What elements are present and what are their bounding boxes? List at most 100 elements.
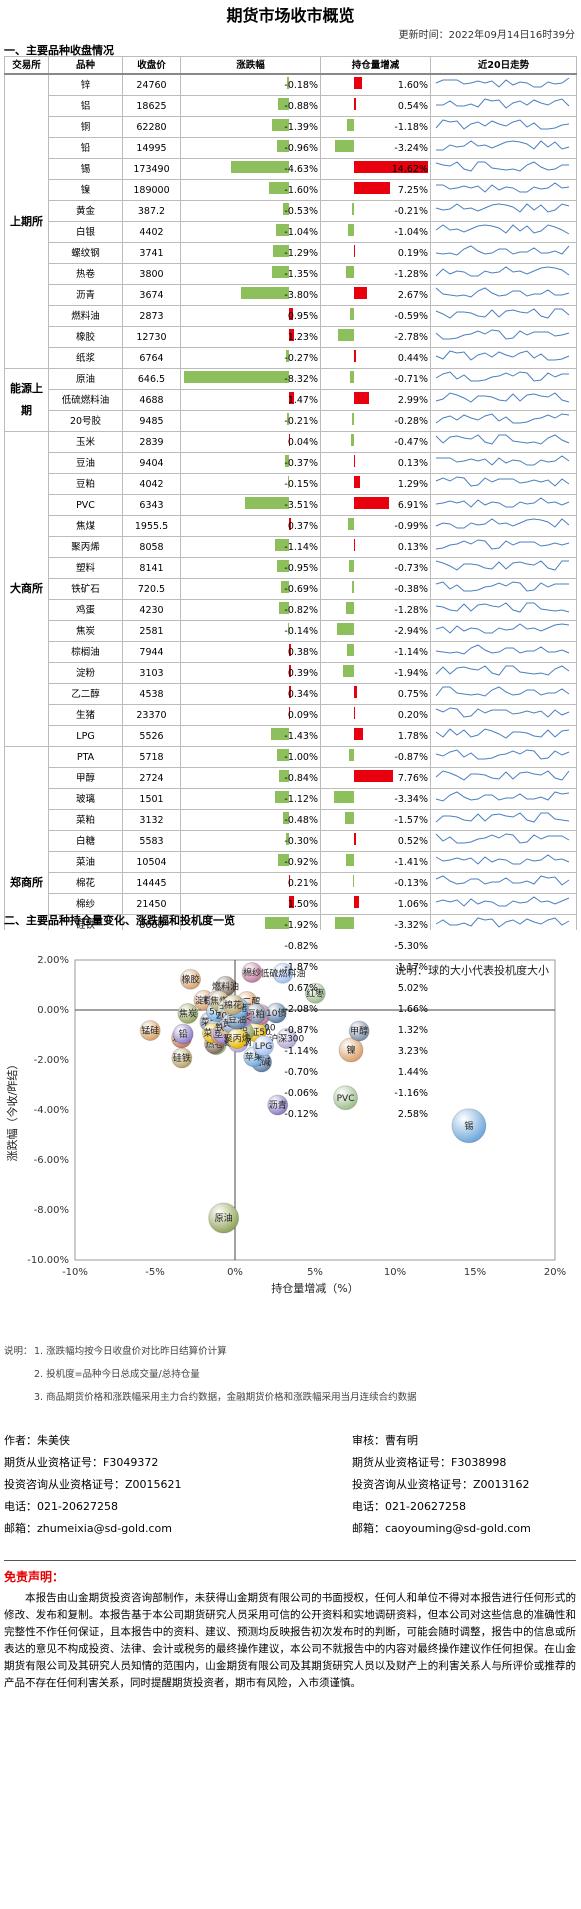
sparkline-cell bbox=[430, 725, 577, 747]
data-point bbox=[208, 1202, 240, 1234]
product-name: 锌 bbox=[48, 73, 123, 96]
sparkline bbox=[435, 854, 570, 865]
oi-change-cell: -1.14% bbox=[320, 641, 431, 663]
data-point-label: 橡胶 bbox=[182, 973, 200, 985]
change-bar bbox=[289, 329, 294, 341]
change-pct-value: -0.27% bbox=[284, 352, 318, 364]
header-change-pct: 涨跌幅 bbox=[180, 56, 321, 75]
change-pct-value: -0.82% bbox=[284, 940, 318, 952]
oi-change-value: -0.38% bbox=[394, 583, 428, 595]
change-bar bbox=[241, 287, 290, 299]
oi-change-cell: -2.78% bbox=[320, 326, 431, 348]
sparkline bbox=[435, 707, 570, 718]
sparkline-cell bbox=[430, 368, 577, 390]
exchange-cell: 能源上期 bbox=[4, 368, 49, 432]
oi-change-value: -3.34% bbox=[394, 793, 428, 805]
oi-change-value: -1.16% bbox=[394, 1087, 428, 1099]
table-row: 铝 18625 -0.88% 0.54% bbox=[5, 95, 577, 117]
oi-change-cell: -0.21% bbox=[320, 200, 431, 222]
change-bar bbox=[244, 497, 290, 509]
change-pct-value: 0.39% bbox=[287, 667, 318, 679]
change-pct-value: -8.32% bbox=[284, 373, 318, 385]
change-bar bbox=[183, 371, 290, 383]
sparkline bbox=[436, 140, 570, 151]
oi-change-value: -1.94% bbox=[394, 667, 428, 679]
product-name: 锡 bbox=[48, 158, 123, 180]
change-bar bbox=[287, 476, 290, 488]
oi-bar bbox=[352, 875, 354, 887]
oi-bar bbox=[353, 707, 355, 719]
oi-change-cell: -1.94% bbox=[320, 662, 431, 684]
product-name: 菜粕 bbox=[48, 809, 123, 831]
oi-change-cell: 6.91% bbox=[320, 494, 431, 516]
sparkline-cell bbox=[430, 410, 577, 432]
oi-change-value: 2.67% bbox=[397, 289, 428, 301]
disclaimer-text: 本报告由山金期货投资咨询部制作，未获得山金期货有限公司的书面授权，任何人和单位不… bbox=[4, 1592, 576, 1689]
change-pct-cell: -0.69% bbox=[180, 578, 321, 600]
change-pct-cell: -0.14% bbox=[180, 620, 321, 642]
product-name: 鸡蛋 bbox=[48, 599, 123, 621]
oi-change-cell: -3.34% bbox=[320, 788, 431, 810]
oi-bar bbox=[337, 329, 354, 341]
sparkline-cell bbox=[430, 137, 577, 159]
change-pct-value: -3.51% bbox=[284, 499, 318, 511]
change-pct-value: 0.09% bbox=[287, 709, 318, 721]
change-bar bbox=[277, 140, 290, 152]
data-point-label: 低硫燃料油 bbox=[260, 967, 305, 979]
oi-bar bbox=[345, 854, 354, 866]
sparkline-cell bbox=[430, 242, 577, 264]
table-row: 铁矿石 720.5 -0.69% -0.38% bbox=[5, 578, 577, 600]
sparkline bbox=[435, 413, 570, 424]
change-pct-cell: 0.04% bbox=[180, 431, 321, 453]
change-pct-value: -1.60% bbox=[284, 184, 318, 196]
y-tick-label: 0.00% bbox=[37, 1005, 69, 1016]
change-pct-cell: -4.63% bbox=[180, 158, 321, 180]
oi-change-value: 1.06% bbox=[397, 898, 428, 910]
change-pct-value: 1.23% bbox=[287, 331, 318, 343]
product-name: 焦煤 bbox=[48, 515, 123, 537]
oi-change-cell: 14.62% bbox=[320, 158, 431, 180]
change-pct-cell: -0.95% bbox=[180, 557, 321, 579]
close-price: 2581 bbox=[122, 620, 181, 642]
oi-change-value: 0.13% bbox=[397, 541, 428, 553]
reviewer-phone: 电话：021-20627258 bbox=[352, 1500, 466, 1513]
oi-change-cell: 7.25% bbox=[320, 179, 431, 201]
change-pct-cell: -0.37% bbox=[180, 452, 321, 474]
change-pct-value: -4.63% bbox=[284, 163, 318, 175]
sparkline bbox=[435, 203, 570, 213]
oi-change-value: 0.54% bbox=[397, 100, 428, 112]
sparkline bbox=[435, 770, 570, 781]
change-pct-cell: -0.96% bbox=[180, 137, 321, 159]
change-pct-cell: -0.48% bbox=[180, 809, 321, 831]
change-pct-value: -1.29% bbox=[284, 247, 318, 259]
oi-change-cell: 0.54% bbox=[320, 95, 431, 117]
change-pct-cell: -0.82% bbox=[180, 599, 321, 621]
change-bar bbox=[289, 665, 291, 677]
author-block: 作者：朱美侠 审核：曹有明 期货从业资格证号：F3049372 期货从业资格证号：F… bbox=[4, 1430, 576, 1540]
oi-change-value: 1.78% bbox=[397, 730, 428, 742]
oi-change-value: -0.47% bbox=[394, 436, 428, 448]
header-close-price: 收盘价 bbox=[122, 56, 181, 75]
sparkline bbox=[435, 518, 570, 529]
sparkline bbox=[435, 749, 570, 760]
change-bar bbox=[289, 875, 291, 887]
data-point-label: 镍 bbox=[346, 1044, 355, 1056]
sparkline-cell bbox=[430, 662, 577, 684]
close-price: 4402 bbox=[122, 221, 181, 243]
sparkline-cell bbox=[430, 431, 577, 453]
oi-bar bbox=[353, 392, 369, 404]
oi-change-value: -1.04% bbox=[394, 226, 428, 238]
scatter-chart: -10% -5% 0% 5% 10% 15% 20% 2.00% 0.00% -2.00% -4.0… bbox=[0, 930, 581, 1320]
oi-change-cell: 2.67% bbox=[320, 284, 431, 306]
oi-change-cell: 1.60% bbox=[320, 73, 431, 96]
sparkline bbox=[435, 728, 570, 739]
change-bar bbox=[282, 203, 290, 215]
sparkline bbox=[435, 602, 570, 613]
data-point-label: 红枣 bbox=[306, 987, 324, 999]
oi-change-cell: 1.29% bbox=[320, 473, 431, 495]
reviewer-consult-license: 投资咨询从业资格证号：Z0013162 bbox=[352, 1478, 530, 1491]
table-row: 乙二醇 4538 0.34% 0.75% bbox=[5, 683, 577, 705]
sparkline bbox=[435, 371, 569, 382]
sparkline bbox=[435, 308, 570, 319]
x-tick-label: -5% bbox=[145, 1267, 164, 1278]
